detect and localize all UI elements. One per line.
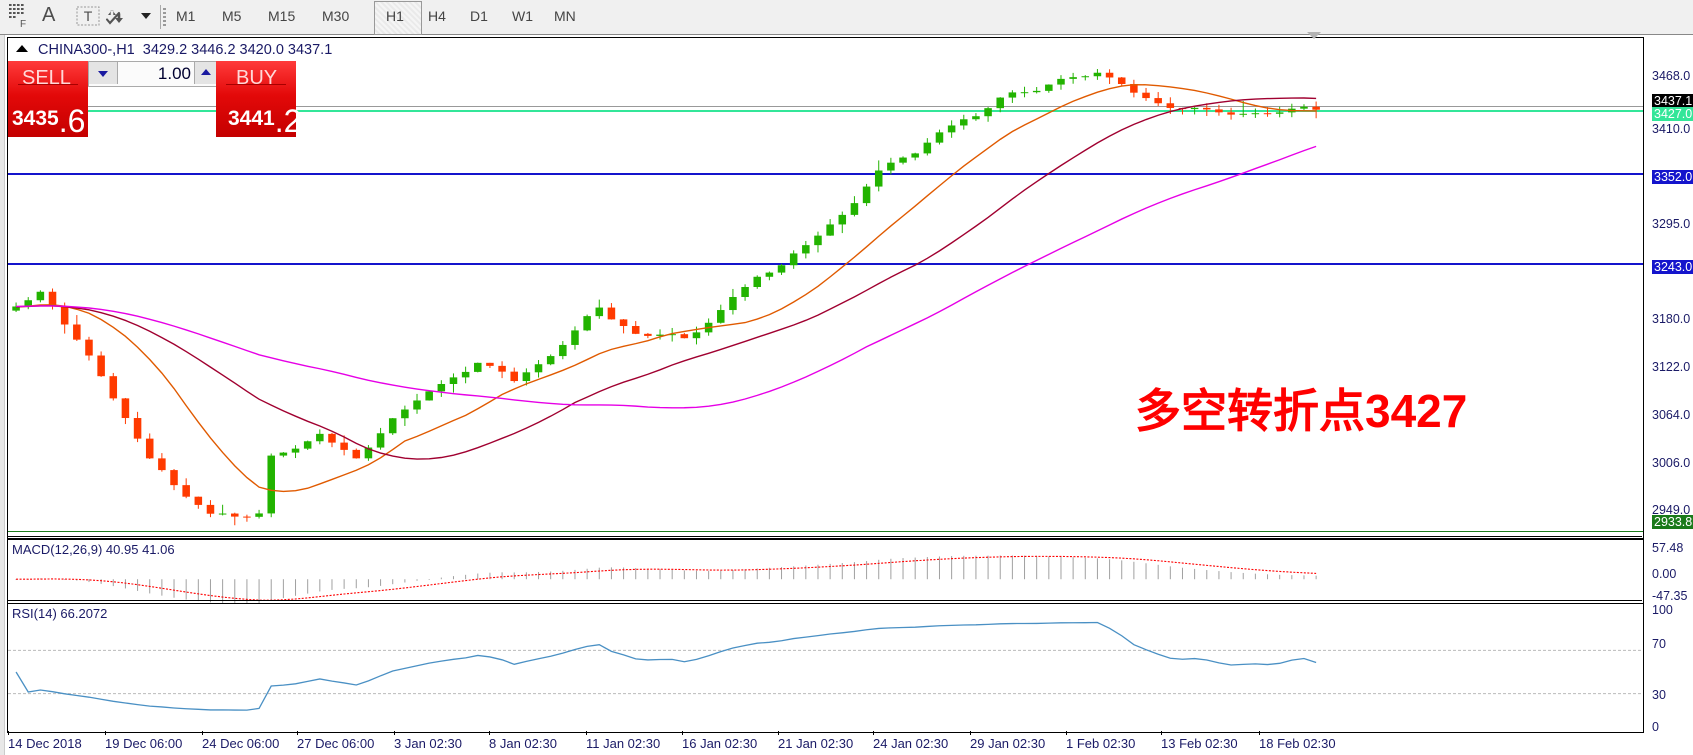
svg-text:F: F xyxy=(20,19,26,30)
svg-text:T: T xyxy=(84,8,93,24)
